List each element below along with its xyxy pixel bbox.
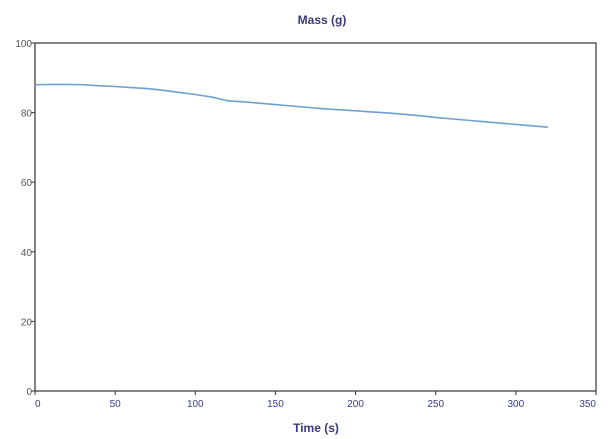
- y-tick-label: 80: [21, 109, 33, 120]
- x-axis-ticks: 0 50 100 150 200 250 300 350: [34, 391, 597, 410]
- y-axis-ticks: 0 20 40 60 80 100: [15, 39, 35, 398]
- x-tick-label: 50: [110, 399, 122, 410]
- x-tick-label: 250: [427, 399, 444, 410]
- chart-title: Mass (g): [298, 13, 347, 27]
- y-tick-label: 60: [21, 178, 33, 189]
- series-line: [34, 83, 548, 129]
- y-tick-label: 20: [21, 317, 33, 328]
- series-layer: [34, 83, 548, 129]
- y-tick-label: 40: [21, 248, 33, 259]
- y-tick-label: 100: [15, 39, 32, 50]
- x-axis-label: Time (s): [293, 421, 339, 435]
- x-tick-label: 100: [187, 399, 204, 410]
- x-tick-label: 300: [508, 399, 525, 410]
- x-tick-label: 350: [579, 399, 596, 410]
- x-tick-label: 200: [347, 399, 364, 410]
- x-tick-label: 150: [267, 399, 284, 410]
- plot-frame: [34, 42, 597, 392]
- x-tick-label: 0: [35, 399, 41, 410]
- y-tick-label: 0: [26, 387, 32, 398]
